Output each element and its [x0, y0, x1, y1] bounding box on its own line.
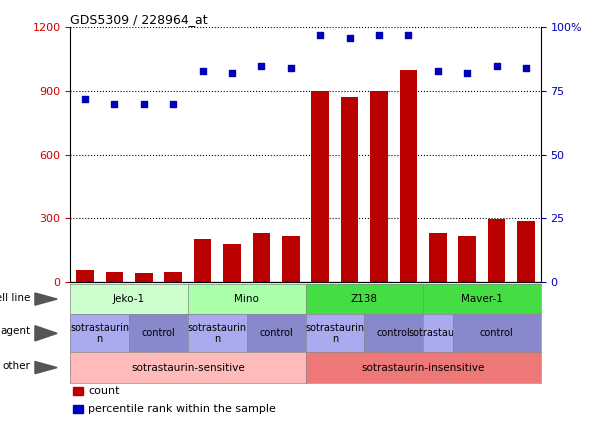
Point: [109, 100, 119, 107]
Point: [257, 62, 266, 69]
Bar: [223, 244, 241, 282]
Point: [521, 65, 531, 71]
Text: sotrastaurin: sotrastaurin: [408, 328, 467, 338]
Text: other: other: [2, 361, 31, 371]
Point: [80, 95, 90, 102]
Bar: [164, 272, 182, 282]
Bar: [135, 273, 153, 282]
Text: count: count: [89, 387, 120, 396]
Text: sotrastaurin-insensitive: sotrastaurin-insensitive: [362, 363, 485, 373]
Point: [492, 62, 502, 69]
Point: [139, 100, 148, 107]
Bar: [458, 236, 476, 282]
Text: percentile rank within the sample: percentile rank within the sample: [89, 404, 276, 415]
Polygon shape: [35, 326, 57, 341]
Bar: [282, 236, 299, 282]
Bar: [106, 272, 123, 282]
Text: Z138: Z138: [351, 294, 378, 304]
Point: [463, 70, 472, 77]
Point: [227, 70, 237, 77]
Bar: [370, 91, 388, 282]
Text: Mino: Mino: [234, 294, 259, 304]
Point: [374, 32, 384, 38]
Text: GDS5309 / 228964_at: GDS5309 / 228964_at: [70, 14, 208, 26]
Text: Jeko-1: Jeko-1: [113, 294, 145, 304]
Polygon shape: [35, 293, 57, 305]
Bar: [252, 233, 270, 282]
Point: [433, 67, 443, 74]
Point: [345, 34, 354, 41]
Bar: [76, 270, 94, 282]
Text: agent: agent: [0, 327, 31, 336]
Point: [168, 100, 178, 107]
Text: control: control: [259, 328, 293, 338]
Bar: [400, 70, 417, 282]
Bar: [341, 97, 359, 282]
Point: [315, 32, 325, 38]
Text: control: control: [142, 328, 175, 338]
Point: [403, 32, 413, 38]
Bar: [518, 221, 535, 282]
Text: control: control: [377, 328, 411, 338]
Bar: [429, 233, 447, 282]
Bar: [488, 219, 505, 282]
Bar: [73, 406, 83, 413]
Text: Maver-1: Maver-1: [461, 294, 503, 304]
Text: sotrastaurin
n: sotrastaurin n: [188, 322, 247, 344]
Point: [286, 65, 296, 71]
Bar: [312, 91, 329, 282]
Bar: [73, 387, 83, 396]
Point: [198, 67, 208, 74]
Polygon shape: [35, 362, 57, 374]
Text: sotrastaurin
n: sotrastaurin n: [306, 322, 365, 344]
Text: control: control: [480, 328, 513, 338]
Text: sotrastaurin
n: sotrastaurin n: [70, 322, 130, 344]
Text: sotrastaurin-sensitive: sotrastaurin-sensitive: [131, 363, 245, 373]
Text: cell line: cell line: [0, 293, 31, 302]
Bar: [194, 239, 211, 282]
